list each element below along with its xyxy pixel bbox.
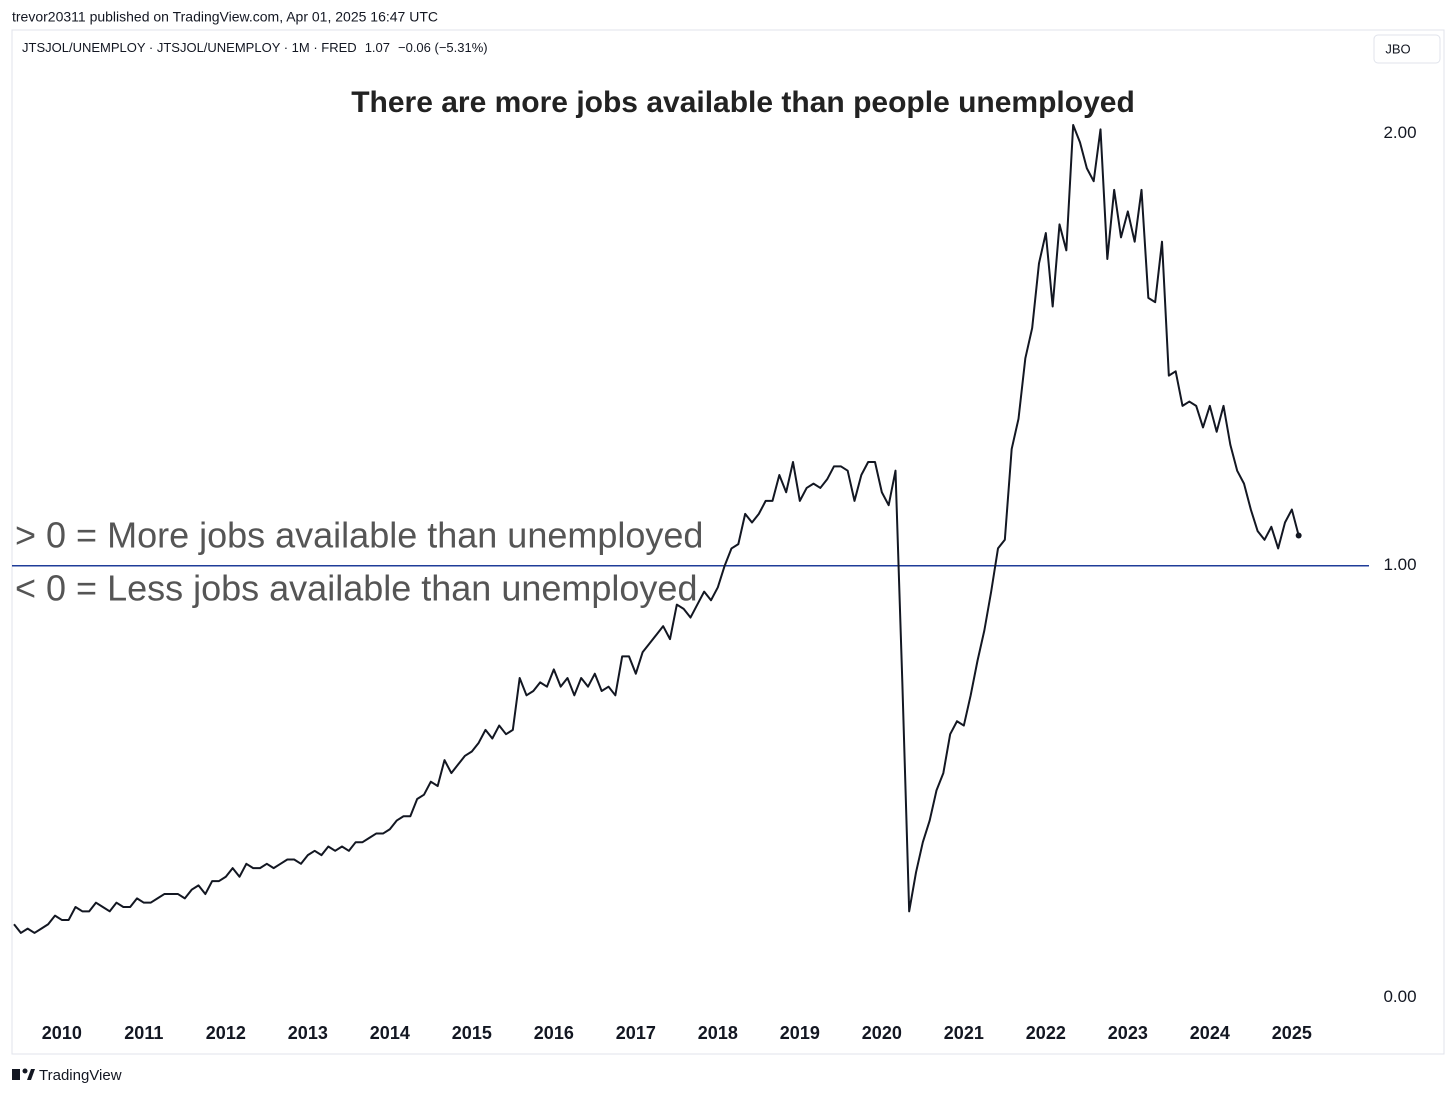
annotation: > 0 = More jobs available than unemploye…	[15, 515, 703, 556]
last-point	[1295, 532, 1302, 539]
footer: TradingView	[39, 1067, 122, 1084]
x-tick-label: 2011	[124, 1023, 163, 1043]
x-tick-label: 2012	[206, 1023, 246, 1043]
x-tick-label: 2017	[616, 1023, 656, 1043]
logo	[12, 1068, 35, 1080]
x-tick-label: 2022	[1026, 1023, 1066, 1043]
x-tick-label: 2016	[534, 1023, 574, 1043]
x-tick-label: 2015	[452, 1023, 492, 1043]
x-tick-label: 2010	[42, 1023, 82, 1043]
y-tick-label: 2.00	[1383, 123, 1416, 142]
frame	[11, 29, 1445, 1055]
chart-title: There are more jobs available than peopl…	[351, 86, 1135, 119]
button[interactable]	[1373, 34, 1441, 64]
last-value: 1.07	[365, 40, 390, 55]
x-tick-label: 2021	[944, 1023, 984, 1043]
x-tick-label: 2024	[1190, 1023, 1230, 1043]
line-series	[13, 124, 1300, 934]
annotation: < 0 = Less jobs available than unemploye…	[15, 568, 697, 609]
symbol: JTSJOL/UNEMPLOY · JTSJOL/UNEMPLOY · 1M ·…	[22, 40, 357, 55]
change: −0.06 (−5.31%)	[398, 40, 488, 55]
y-tick-label: 0.00	[1383, 987, 1416, 1006]
publisher: trevor20311 published on TradingView.com…	[12, 9, 438, 25]
x-tick-label: 2014	[370, 1023, 410, 1043]
x-tick-label: 2023	[1108, 1023, 1148, 1043]
x-tick-label: 2025	[1272, 1023, 1312, 1043]
x-tick-label: 2019	[780, 1023, 820, 1043]
y-tick-label: 1.00	[1383, 555, 1416, 574]
x-tick-label: 2013	[288, 1023, 328, 1043]
legend: JTSJOL/UNEMPLOY · JTSJOL/UNEMPLOY · 1M ·…	[22, 40, 488, 55]
x-tick-label: 2018	[698, 1023, 738, 1043]
button-label[interactable]: JBO	[1385, 41, 1410, 56]
x-tick-label: 2020	[862, 1023, 902, 1043]
